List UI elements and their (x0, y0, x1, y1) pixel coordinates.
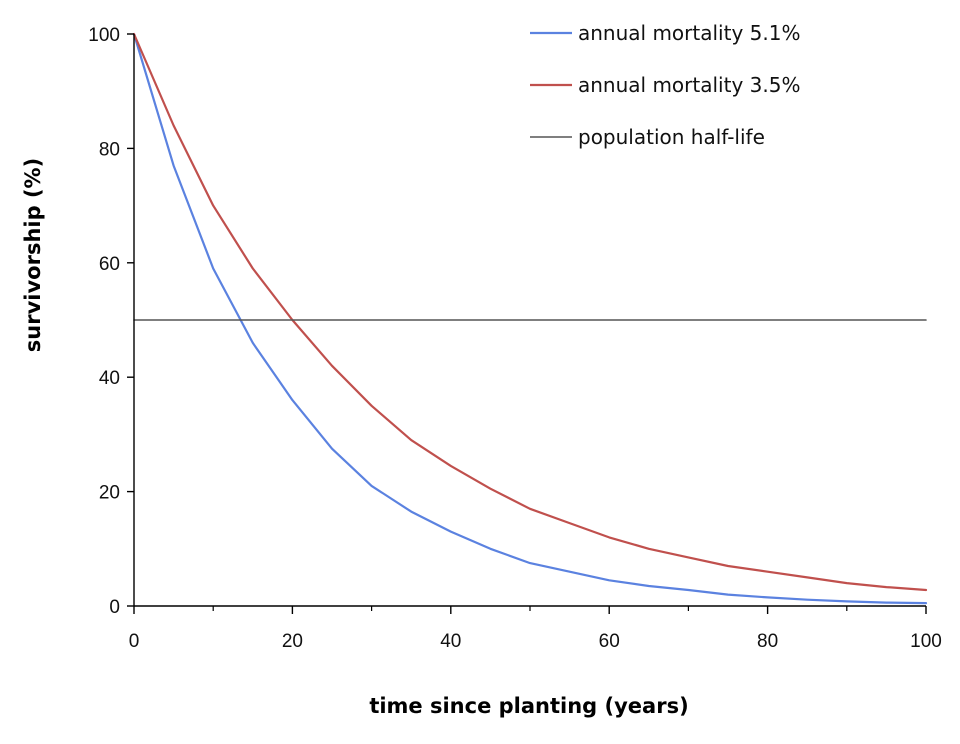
y-tick-label: 0 (109, 597, 120, 618)
x-tick-label: 0 (129, 631, 140, 652)
legend-label-2: annual mortality 3.5% (578, 73, 800, 97)
x-tick-label: 40 (440, 631, 461, 652)
series-line-1 (132, 32, 928, 605)
y-tick-label: 40 (99, 368, 120, 389)
x-axis-title: time since planting (years) (369, 694, 688, 718)
legend-label-1: annual mortality 5.1% (578, 21, 800, 45)
y-tick-label: 80 (99, 139, 120, 160)
series-line-2 (132, 32, 928, 592)
y-tick-label: 20 (99, 483, 120, 504)
axes: 0 20 40 60 80 100 0 20 40 60 80 100 (88, 25, 942, 652)
y-axis-title: survivorship (%) (21, 158, 45, 352)
x-tick-label: 100 (910, 631, 942, 652)
x-tick-label: 20 (282, 631, 303, 652)
x-tick-label: 80 (757, 631, 778, 652)
y-tick-label: 60 (99, 254, 120, 275)
x-tick-label: 60 (599, 631, 620, 652)
legend: annual mortality 5.1% annual mortality 3.… (530, 21, 800, 149)
legend-label-3: population half-life (578, 125, 765, 149)
plot-lines (132, 32, 928, 605)
y-tick-label: 100 (88, 25, 120, 46)
